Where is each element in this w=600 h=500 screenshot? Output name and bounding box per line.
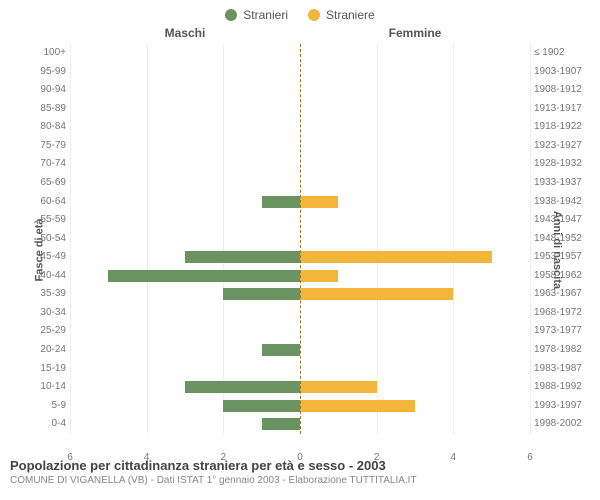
plot-region [70,44,530,434]
birth-label: 1978-1982 [534,341,590,360]
chart-plot-area: 100+95-9990-9485-8980-8475-7970-7465-696… [70,44,530,434]
legend-label-female: Straniere [326,8,375,22]
population-pyramid-chart: Stranieri Straniere Maschi Femmine Fasce… [0,0,600,500]
age-label: 10-14 [28,378,66,397]
legend-item-female: Straniere [308,8,375,22]
bar-female [300,196,338,208]
age-label: 75-79 [28,137,66,156]
bar-female [300,400,415,412]
birth-label: 1903-1907 [534,63,590,82]
grid-line [377,44,378,434]
birth-label: 1948-1952 [534,230,590,249]
legend-swatch-male [225,9,237,21]
bar-male [108,270,300,282]
bar-male [262,344,300,356]
birth-label: 1963-1967 [534,285,590,304]
age-label: 90-94 [28,81,66,100]
age-label: 50-54 [28,230,66,249]
birth-label: 1988-1992 [534,378,590,397]
x-tick-label: 6 [67,452,73,463]
grid-line [453,44,454,434]
y-axis-birth-labels: ≤ 19021903-19071908-19121913-19171918-19… [534,44,590,434]
birth-label: 1918-1922 [534,118,590,137]
bar-female [300,251,492,263]
bar-male [262,196,300,208]
birth-label: 1973-1977 [534,322,590,341]
age-label: 100+ [28,44,66,63]
legend-swatch-female [308,9,320,21]
grid-line [530,44,531,434]
birth-label: 1933-1937 [534,174,590,193]
grid-line [223,44,224,434]
bar-female [300,270,338,282]
bar-female [300,381,377,393]
birth-label: 1983-1987 [534,360,590,379]
age-label: 0-4 [28,415,66,434]
age-label: 85-89 [28,100,66,119]
chart-legend: Stranieri Straniere [0,0,600,26]
age-label: 70-74 [28,155,66,174]
birth-label: ≤ 1902 [534,44,590,63]
x-tick-label: 6 [527,452,533,463]
center-divider [300,44,301,434]
birth-label: 1928-1932 [534,155,590,174]
bar-male [185,251,300,263]
birth-label: 1913-1917 [534,100,590,119]
age-label: 55-59 [28,211,66,230]
birth-label: 1938-1942 [534,193,590,212]
gender-headers: Maschi Femmine [0,26,600,44]
bar-male [223,400,300,412]
x-tick-label: 2 [221,452,227,463]
birth-label: 1993-1997 [534,397,590,416]
birth-label: 1998-2002 [534,415,590,434]
age-label: 35-39 [28,285,66,304]
header-male: Maschi [70,26,300,40]
age-label: 40-44 [28,267,66,286]
x-tick-label: 0 [297,452,303,463]
age-label: 95-99 [28,63,66,82]
age-label: 30-34 [28,304,66,323]
age-label: 5-9 [28,397,66,416]
birth-label: 1908-1912 [534,81,590,100]
bar-male [223,288,300,300]
x-tick-label: 2 [374,452,380,463]
birth-label: 1923-1927 [534,137,590,156]
age-label: 45-49 [28,248,66,267]
age-label: 15-19 [28,360,66,379]
legend-label-male: Stranieri [243,8,288,22]
x-tick-label: 4 [451,452,457,463]
x-tick-label: 4 [144,452,150,463]
chart-subtitle: COMUNE DI VIGANELLA (VB) - Dati ISTAT 1°… [10,475,590,486]
legend-item-male: Stranieri [225,8,288,22]
age-label: 80-84 [28,118,66,137]
y-axis-age-labels: 100+95-9990-9485-8980-8475-7970-7465-696… [28,44,66,434]
grid-line [70,44,71,434]
age-label: 25-29 [28,322,66,341]
grid-line [147,44,148,434]
age-label: 60-64 [28,193,66,212]
age-label: 65-69 [28,174,66,193]
age-label: 20-24 [28,341,66,360]
birth-label: 1958-1962 [534,267,590,286]
birth-label: 1953-1957 [534,248,590,267]
birth-label: 1968-1972 [534,304,590,323]
bar-male [185,381,300,393]
bar-male [262,418,300,430]
header-female: Femmine [300,26,530,40]
bar-female [300,288,453,300]
birth-label: 1943-1947 [534,211,590,230]
